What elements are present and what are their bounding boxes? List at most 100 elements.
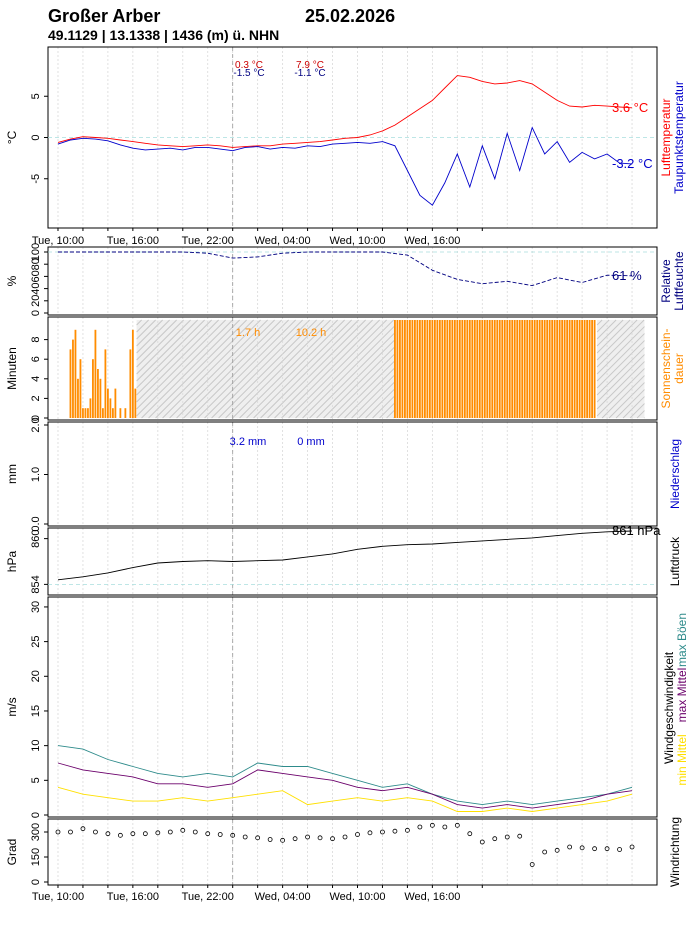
y-axis-label: mm xyxy=(5,464,19,484)
night-hatch xyxy=(358,381,396,419)
y-tick-label: 20 xyxy=(30,670,42,682)
right-label: Lufttemperatur xyxy=(659,98,673,176)
bar xyxy=(406,320,409,418)
night-hatch xyxy=(246,319,345,419)
bar xyxy=(448,320,451,418)
night-hatch xyxy=(169,319,268,419)
bar xyxy=(451,320,454,418)
night-hatch xyxy=(136,319,149,333)
bar xyxy=(563,320,566,418)
night-hatch xyxy=(596,319,624,347)
bar xyxy=(511,320,514,418)
right-label: min Mittel xyxy=(675,734,689,785)
right-label: Windrichtung xyxy=(668,817,682,887)
bar xyxy=(107,388,109,418)
data-point xyxy=(554,847,560,853)
bar xyxy=(134,388,137,418)
data-point xyxy=(217,832,223,837)
bar xyxy=(426,320,429,418)
bar xyxy=(453,320,456,418)
annotation-dew-min: -1.5 °C xyxy=(233,68,264,79)
night-hatch xyxy=(596,319,603,326)
bar xyxy=(591,320,594,418)
bar xyxy=(528,320,531,418)
bar xyxy=(498,320,501,418)
bar xyxy=(473,320,476,418)
y-tick-label: 8 xyxy=(30,337,42,343)
bar xyxy=(99,378,102,418)
bar xyxy=(74,329,77,418)
data-point xyxy=(180,827,186,833)
night-hatch xyxy=(309,332,396,419)
bar xyxy=(436,320,439,418)
annotation-temp-min: 0.3 °C xyxy=(235,60,263,71)
night-hatch xyxy=(365,388,396,419)
y-tick-label: 0 xyxy=(30,812,42,818)
night-hatch xyxy=(622,396,645,419)
last-value-label: 61 % xyxy=(612,268,642,283)
night-hatch xyxy=(176,319,275,419)
right-label: max Böen xyxy=(675,613,689,667)
y-tick-label: -5 xyxy=(30,174,42,184)
night-hatch xyxy=(225,319,324,419)
night-hatch xyxy=(136,319,191,375)
data-point xyxy=(68,829,73,835)
night-hatch xyxy=(629,403,645,419)
night-hatch xyxy=(204,319,303,419)
data-point xyxy=(130,831,136,837)
night-hatch xyxy=(596,354,645,403)
y-tick-label: 40 xyxy=(30,282,42,294)
bar xyxy=(488,320,491,418)
bar xyxy=(566,320,569,418)
panel-frame-direction xyxy=(47,818,658,886)
night-hatch xyxy=(274,319,373,419)
bar xyxy=(82,408,84,418)
data-point xyxy=(280,837,286,843)
x-tick-label: Wed, 04:00 xyxy=(255,891,311,903)
night-hatch xyxy=(596,319,645,368)
night-hatch xyxy=(601,375,645,419)
night-hatch xyxy=(253,319,352,419)
bar xyxy=(438,320,441,418)
data-point xyxy=(105,831,111,837)
bar xyxy=(124,408,127,418)
bar xyxy=(581,320,584,418)
bar xyxy=(476,320,479,418)
bar xyxy=(89,398,92,418)
data-point xyxy=(479,839,485,845)
night-hatch xyxy=(372,395,396,419)
night-hatch xyxy=(615,389,645,419)
bar xyxy=(466,320,469,418)
y-tick-label: 0 xyxy=(30,134,42,140)
bar xyxy=(518,320,521,418)
night-hatch xyxy=(136,319,142,326)
bar xyxy=(431,320,434,418)
night-hatch xyxy=(596,333,645,382)
night-hatch xyxy=(596,319,617,340)
y-tick-label: 860 xyxy=(30,529,42,547)
series-line-relative-luftfeuchte xyxy=(58,251,633,287)
data-point xyxy=(529,862,535,867)
bar xyxy=(428,320,431,418)
bar xyxy=(421,320,424,418)
bar xyxy=(576,320,579,418)
bar xyxy=(471,320,474,418)
y-tick-label: 5 xyxy=(30,777,42,783)
data-point xyxy=(155,830,161,836)
night-hatch xyxy=(596,319,638,361)
bar xyxy=(583,320,586,418)
bar xyxy=(411,320,414,418)
data-point xyxy=(242,834,248,840)
data-point xyxy=(117,832,123,838)
y-axis-label: Minuten xyxy=(5,347,19,390)
series-line-min-mittel xyxy=(57,786,633,812)
bar xyxy=(493,320,496,418)
night-hatch xyxy=(288,319,387,419)
annotation-sun-2: 10.2 h xyxy=(296,327,327,339)
data-point xyxy=(292,836,298,842)
bar xyxy=(413,320,416,418)
bar xyxy=(119,408,122,418)
header-date: 25.02.2026 xyxy=(305,6,396,26)
panel-frame-wind xyxy=(47,596,658,818)
bar xyxy=(558,320,561,418)
